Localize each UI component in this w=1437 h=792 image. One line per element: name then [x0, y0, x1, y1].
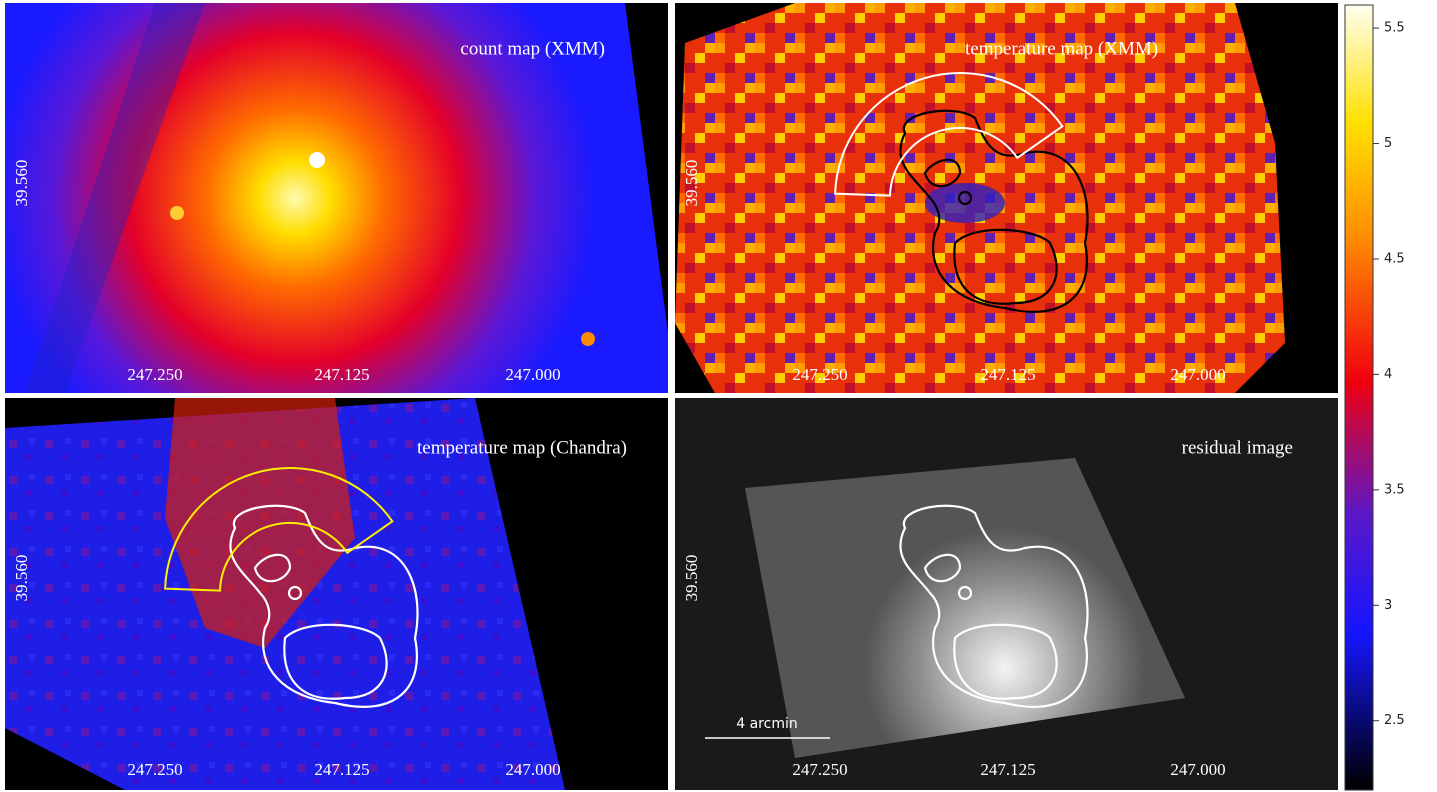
panel-title: temperature map (Chandra)	[417, 437, 627, 458]
y-tick-label: 39.560	[12, 160, 31, 207]
panel-temperature-chandra: temperature map (Chandra) 247.250 247.125 2…	[5, 398, 668, 790]
x-tick-label: 247.125	[314, 760, 369, 779]
panel-title: residual image	[1182, 437, 1293, 458]
x-tick-label: 247.125	[980, 760, 1035, 779]
y-tick-label: 39.560	[12, 555, 31, 602]
colorbar-tick-label: 3.5	[1384, 482, 1405, 497]
x-tick-label: 247.000	[1170, 760, 1225, 779]
x-tick-label: 247.000	[505, 365, 560, 384]
x-tick-label: 247.250	[127, 365, 182, 384]
x-tick-label: 247.250	[127, 760, 182, 779]
scale-bar-label: 4 arcmin	[736, 716, 797, 732]
colorbar-tick-label: 5.5	[1384, 21, 1405, 36]
x-tick-label: 247.125	[314, 365, 369, 384]
x-tick-label: 247.000	[1170, 365, 1225, 384]
x-tick-label: 247.125	[980, 365, 1035, 384]
x-tick-label: 247.000	[505, 760, 560, 779]
y-tick-label: 39.560	[682, 160, 701, 207]
panel-residual: residual image 247.250 247.125 247.000 39.56…	[675, 398, 1338, 790]
figure: count map (XMM) 247.250 247.125 247.000 39.5…	[0, 0, 1437, 792]
colorbar-tick-label: 4.5	[1384, 251, 1405, 266]
panel-temperature-xmm: temperature map (XMM) 247.250 247.125 247.0…	[675, 3, 1338, 393]
colorbar-tick-label: 2.5	[1384, 713, 1405, 728]
colorbar-tick-label: 5	[1384, 136, 1392, 151]
x-tick-label: 247.250	[792, 760, 847, 779]
y-tick-label: 39.560	[682, 555, 701, 602]
colorbar	[1345, 5, 1373, 790]
panel-count-map: count map (XMM) 247.250 247.125 247.000 39.5…	[5, 3, 668, 393]
panel-title: count map (XMM)	[460, 38, 605, 59]
panel-title: temperature map (XMM)	[965, 38, 1158, 59]
colorbar-tick-label: 3	[1384, 598, 1392, 613]
colorbar-tick-label: 4	[1384, 367, 1392, 382]
x-tick-label: 247.250	[792, 365, 847, 384]
